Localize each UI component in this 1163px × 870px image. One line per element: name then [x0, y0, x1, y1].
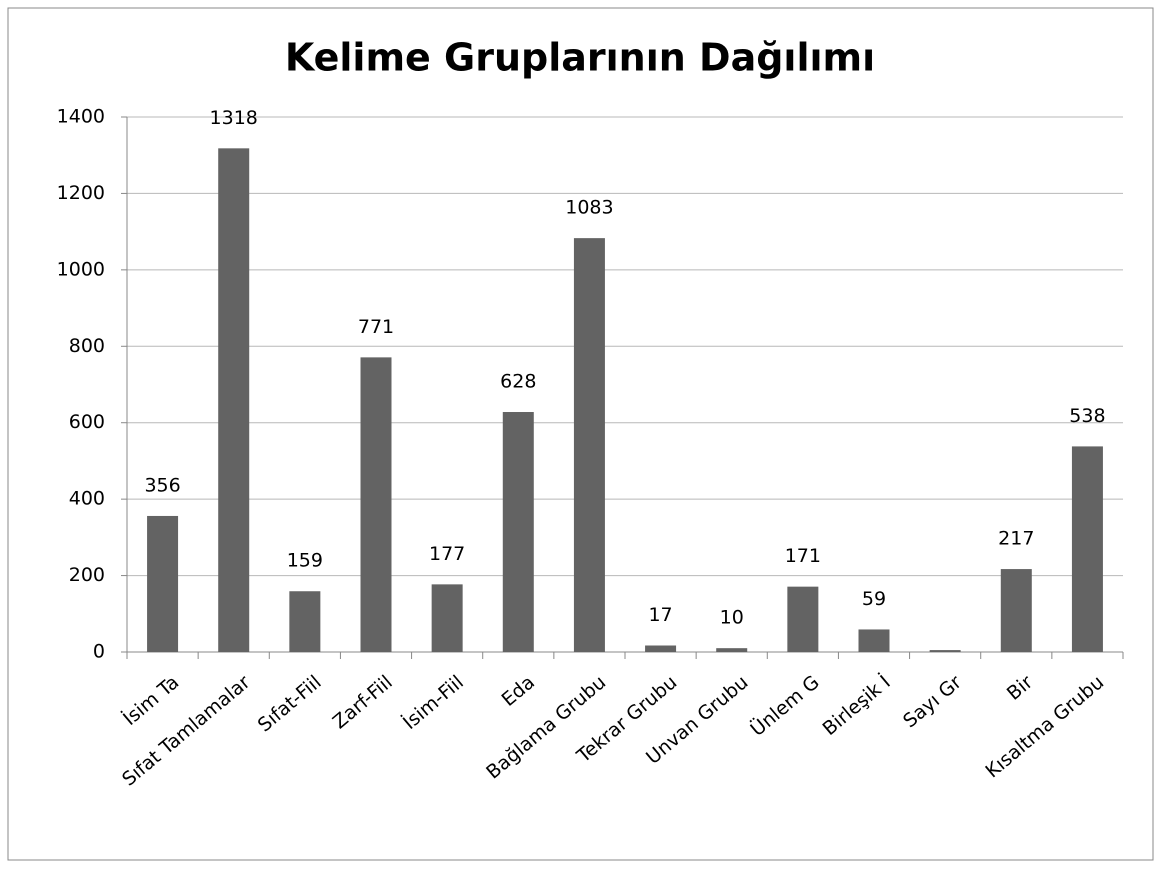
data-label: 217: [998, 528, 1034, 550]
bar: [1000, 569, 1032, 652]
y-tick-label: 0: [93, 641, 105, 663]
bar: [147, 515, 179, 652]
bar: [431, 584, 463, 652]
bar: [929, 650, 961, 652]
data-label: 171: [785, 545, 821, 567]
y-tick-label: 200: [69, 564, 105, 586]
y-tick-label: 1400: [57, 106, 105, 128]
data-label: 17: [648, 604, 672, 626]
data-label: 159: [287, 550, 323, 572]
data-label: 1318: [210, 107, 258, 129]
data-label: 771: [358, 316, 394, 338]
bar: [289, 591, 321, 652]
data-label: 538: [1069, 405, 1105, 427]
bar: [360, 357, 392, 652]
y-tick-label: 1200: [57, 182, 105, 204]
bar: [218, 148, 250, 653]
y-tick-label: 1000: [57, 258, 105, 280]
bar: [1071, 446, 1103, 652]
y-tick-label: 800: [69, 335, 105, 357]
y-tick-label: 400: [69, 488, 105, 510]
data-label: 10: [720, 607, 744, 629]
bar: [858, 629, 890, 652]
bar: [645, 645, 677, 652]
data-label: 1083: [565, 197, 613, 219]
data-label: 628: [500, 371, 536, 393]
bar: [716, 648, 748, 652]
chart-title: Kelime Gruplarının Dağılımı: [285, 36, 875, 80]
bar: [573, 238, 605, 652]
data-label: 59: [862, 588, 886, 610]
bar: [502, 412, 534, 652]
data-label: 177: [429, 543, 465, 565]
y-tick-label: 600: [69, 411, 105, 433]
bar: [787, 586, 819, 652]
data-label: 356: [144, 474, 180, 496]
